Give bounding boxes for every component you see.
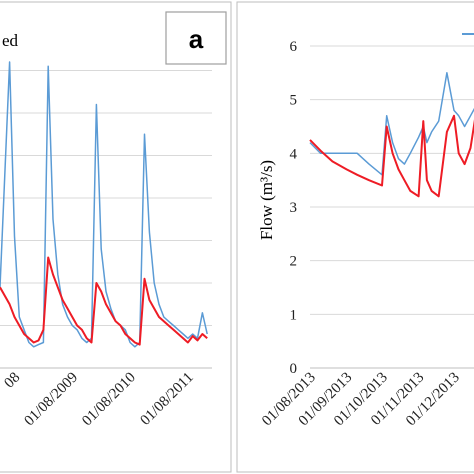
panel-a-gridlines	[0, 70, 212, 369]
panel-a-label: a	[189, 24, 204, 54]
panel-a-frame	[0, 1, 232, 473]
panel-b-y-tick-label: 1	[290, 307, 298, 323]
panel-b-series	[309, 72, 474, 198]
panel-b-y-tick-label: 6	[290, 39, 298, 55]
panel-b-y-tick-label: 5	[290, 93, 298, 109]
panel-a-series	[0, 61, 208, 348]
panel-b-y-tick-label: 4	[290, 146, 298, 162]
panel-b-y-tick-labels: 0 1 2 3 4 5 6	[290, 39, 298, 377]
panel-b-y-axis-title: Flow (m³/s)	[257, 160, 276, 240]
panel-b-y-tick-label: 3	[290, 200, 298, 216]
panel-a-legend-text: ed	[2, 31, 19, 50]
panel-a-observed-line	[0, 61, 208, 348]
panel-b-frame	[236, 1, 474, 473]
panel-b-y-tick-label: 2	[290, 254, 298, 270]
panel-b-observed-line	[309, 72, 474, 176]
panel-a-simulated-line	[0, 256, 208, 346]
panel-a-label-box	[165, 11, 227, 65]
panel-b-simulated-line	[309, 114, 474, 198]
panel-b-y-tick-label: 0	[290, 361, 298, 377]
